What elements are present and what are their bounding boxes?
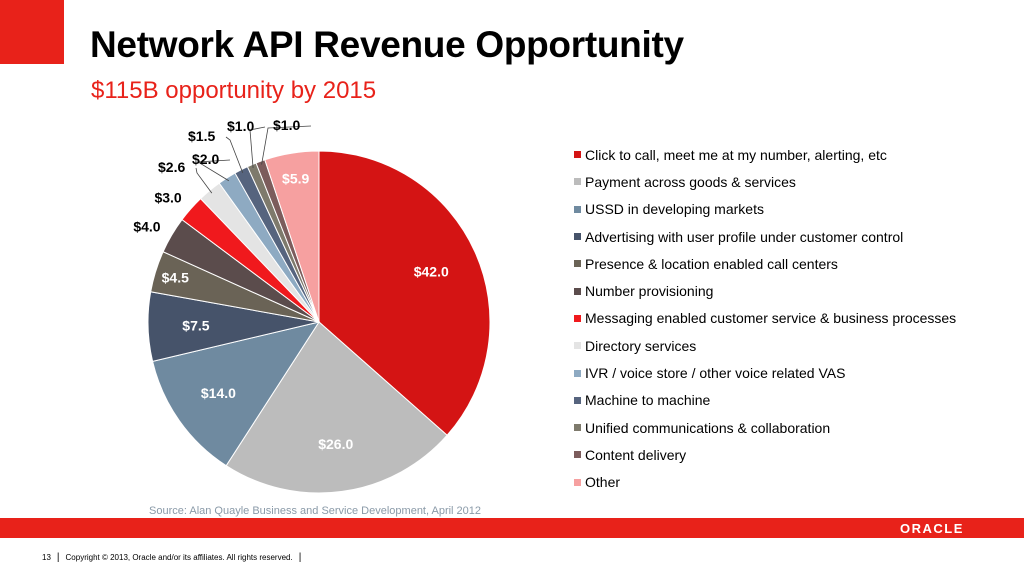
legend-swatch xyxy=(574,396,581,404)
legend-label: IVR / voice store / other voice related … xyxy=(585,365,846,382)
legend-item-content-delivery: Content delivery xyxy=(574,441,1014,468)
legend-item-ussd-in-developing-markets: USSD in developing markets xyxy=(574,196,1014,223)
pie-slice-ussd-in-developing-markets xyxy=(151,321,321,467)
legend-label: Content delivery xyxy=(585,446,687,463)
leader-line xyxy=(249,126,266,168)
slice-value-label: $1.5 xyxy=(188,128,215,144)
slice-value-label: $2.0 xyxy=(192,151,219,167)
corner-accent-block xyxy=(0,0,64,64)
pie-slice-payment-across-goods-services xyxy=(225,321,448,494)
legend-item-payment-across-goods-services: Payment across goods & services xyxy=(574,168,1014,195)
legend-swatch xyxy=(574,260,581,268)
legend-item-other: Other xyxy=(574,469,1014,496)
slice-value-label: $7.5 xyxy=(182,317,209,333)
legend-item-unified-communications-collaboration: Unified communications & collaboration xyxy=(574,414,1014,441)
pie-slice-other xyxy=(264,150,320,323)
legend-label: Directory services xyxy=(585,337,697,354)
legend-item-messaging-enabled-customer-service-business-processes: Messaging enabled customer service & bus… xyxy=(574,305,1014,332)
footer-separator: | xyxy=(56,552,60,563)
legend-swatch xyxy=(574,151,581,159)
legend-label: USSD in developing markets xyxy=(585,201,764,218)
legend-swatch xyxy=(574,369,581,377)
slide-subtitle: $115B opportunity by 2015 xyxy=(91,77,377,104)
slice-value-label: $42.0 xyxy=(414,263,449,279)
legend-swatch xyxy=(574,205,581,213)
chart-legend: Click to call, meet me at my number, ale… xyxy=(574,141,1014,496)
slice-value-label: $1.0 xyxy=(273,117,300,133)
slice-value-label: $26.0 xyxy=(318,436,353,452)
footer-red-bar xyxy=(0,518,1024,538)
legend-label: Unified communications & collaboration xyxy=(585,419,831,436)
footer: 13 | Copyright © 2013, Oracle and/or its… xyxy=(42,552,307,563)
legend-swatch xyxy=(574,314,581,322)
legend-item-click-to-call-meet-me-at-my-number-alerting-etc: Click to call, meet me at my number, ale… xyxy=(574,141,1014,168)
footer-separator: | xyxy=(298,552,302,563)
legend-label: Click to call, meet me at my number, ale… xyxy=(585,146,887,163)
oracle-logo: ORACLE xyxy=(900,521,964,536)
legend-swatch xyxy=(574,424,581,432)
legend-label: Number provisioning xyxy=(585,283,714,300)
legend-item-advertising-with-user-profile-under-customer-control: Advertising with user profile under cust… xyxy=(574,223,1014,250)
copyright-text: Copyright © 2013, Oracle and/or its affi… xyxy=(65,553,293,562)
source-note: Source: Alan Quayle Business and Service… xyxy=(149,505,482,517)
leader-line xyxy=(195,167,213,194)
slice-value-label: $4.5 xyxy=(162,269,189,285)
pie-slice-click-to-call-meet-me-at-my-number-alerting-etc xyxy=(318,150,491,436)
legend-label: Other xyxy=(585,474,621,491)
legend-label: Payment across goods & services xyxy=(585,173,796,190)
legend-item-directory-services: Directory services xyxy=(574,332,1014,359)
slice-value-label: $4.0 xyxy=(133,218,160,234)
leader-line xyxy=(261,125,312,165)
legend-label: Advertising with user profile under cust… xyxy=(585,228,904,245)
legend-label: Messaging enabled customer service & bus… xyxy=(585,310,957,327)
slice-value-label: $2.6 xyxy=(158,159,185,175)
legend-item-ivr-voice-store-other-voice-related-vas: IVR / voice store / other voice related … xyxy=(574,359,1014,386)
page-number: 13 xyxy=(42,553,51,562)
leader-line xyxy=(225,136,244,173)
slice-value-label: $14.0 xyxy=(201,385,236,401)
legend-label: Machine to machine xyxy=(585,392,711,409)
legend-item-machine-to-machine: Machine to machine xyxy=(574,387,1014,414)
legend-swatch xyxy=(574,233,581,241)
slide-title: Network API Revenue Opportunity xyxy=(90,24,684,65)
legend-swatch xyxy=(574,478,581,486)
slice-value-label: $5.9 xyxy=(282,171,309,187)
legend-swatch xyxy=(574,178,581,186)
legend-label: Presence & location enabled call centers xyxy=(585,255,838,272)
leader-line xyxy=(196,159,231,182)
legend-swatch xyxy=(574,451,581,459)
slice-value-label: $3.0 xyxy=(154,189,181,205)
legend-swatch xyxy=(574,342,581,350)
legend-item-number-provisioning: Number provisioning xyxy=(574,277,1014,304)
legend-item-presence-location-enabled-call-centers: Presence & location enabled call centers xyxy=(574,250,1014,277)
slice-value-label: $1.0 xyxy=(227,118,254,134)
legend-swatch xyxy=(574,287,581,295)
